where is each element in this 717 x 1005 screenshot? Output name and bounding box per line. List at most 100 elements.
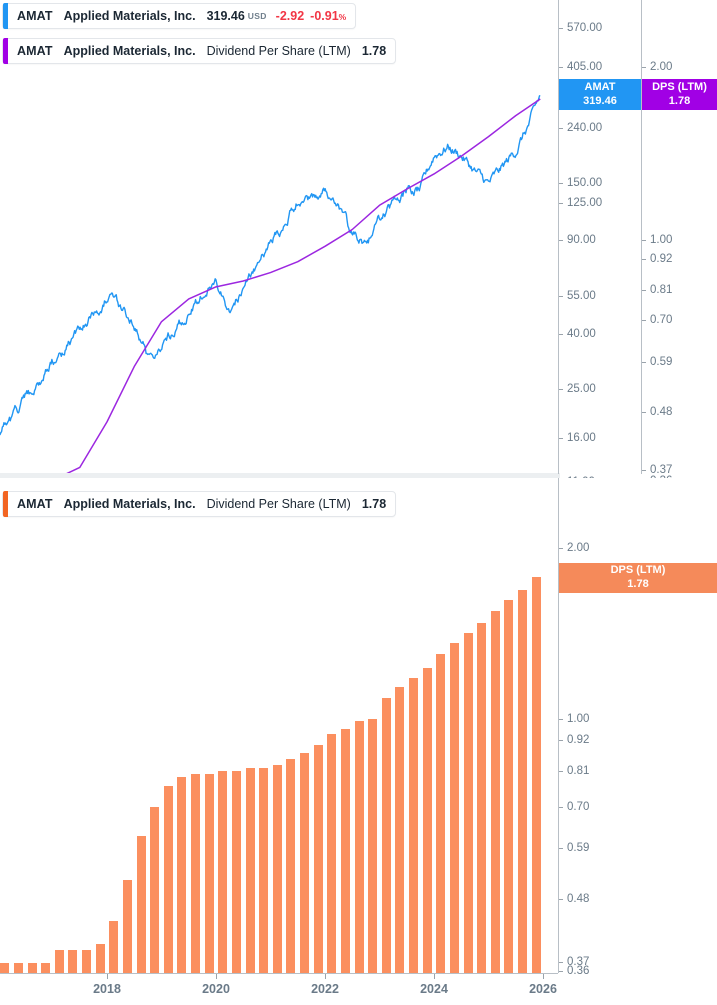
- axis-tick-label: 2.00: [567, 542, 590, 554]
- legend-dps-lower-company: Applied Materials, Inc.: [63, 497, 196, 511]
- dps-axis-line-upper: [641, 0, 642, 474]
- x-axis-tick-mark: [325, 974, 326, 979]
- legend-dps-upper-company: Applied Materials, Inc.: [63, 44, 196, 58]
- dps-bar-chart-pane: [0, 478, 717, 1005]
- dps-bar[interactable]: [436, 654, 446, 973]
- axis-tick-mark: [559, 296, 563, 297]
- dps-bar[interactable]: [340, 728, 350, 973]
- price-axis-line: [558, 0, 559, 474]
- axis-tick-mark: [559, 962, 563, 963]
- x-axis-tick-mark: [216, 974, 217, 979]
- dps-bar[interactable]: [163, 786, 173, 973]
- dps-bar[interactable]: [409, 678, 419, 973]
- axis-tick-mark: [559, 771, 563, 772]
- axis-tick-mark: [642, 240, 646, 241]
- dps-bar[interactable]: [191, 773, 201, 973]
- dps-bar[interactable]: [381, 697, 391, 973]
- legend-dps-upper[interactable]: AMAT Applied Materials, Inc. Dividend Pe…: [2, 38, 397, 64]
- axis-tick-label: 25.00: [567, 383, 596, 395]
- legend-dps-lower[interactable]: AMAT Applied Materials, Inc. Dividend Pe…: [2, 491, 397, 517]
- dps-bar[interactable]: [354, 721, 364, 973]
- dps-bar[interactable]: [518, 589, 528, 973]
- dps-bar[interactable]: [13, 963, 23, 973]
- legend-price-currency: USD: [247, 11, 267, 21]
- dps-lower-value-badge[interactable]: DPS (LTM) 1.78: [559, 563, 717, 593]
- dps-bar[interactable]: [41, 963, 51, 973]
- axis-tick-mark: [642, 320, 646, 321]
- axis-tick-label: 0.92: [567, 734, 590, 746]
- axis-tick-label: 0.36: [567, 965, 590, 977]
- dps-bar[interactable]: [300, 753, 310, 973]
- dps-bar[interactable]: [490, 611, 500, 973]
- axis-tick-label: 1.00: [650, 234, 673, 246]
- dps-bar[interactable]: [327, 734, 337, 973]
- dps-bar[interactable]: [150, 806, 160, 973]
- axis-tick-mark: [559, 548, 563, 549]
- legend-price-ticker: AMAT: [17, 9, 53, 23]
- dps-bar[interactable]: [245, 767, 255, 973]
- price-line-series: [0, 95, 541, 436]
- pane-separator: [0, 473, 560, 478]
- dps-bar[interactable]: [82, 950, 92, 973]
- dps-bar[interactable]: [136, 836, 146, 973]
- dps-bar[interactable]: [259, 767, 269, 973]
- dps-bar[interactable]: [27, 963, 37, 973]
- dps-bar[interactable]: [477, 622, 487, 973]
- legend-dps-lower-color-swatch: [3, 491, 8, 517]
- dps-bar[interactable]: [422, 668, 432, 973]
- dps-bar[interactable]: [0, 963, 10, 973]
- legend-dps-lower-value: 1.78: [361, 497, 387, 511]
- price-badge-value: 319.46: [583, 94, 617, 107]
- dps-bar[interactable]: [231, 770, 241, 973]
- dps-upper-value-badge[interactable]: DPS (LTM) 1.78: [642, 79, 717, 110]
- dps-bar[interactable]: [272, 764, 282, 973]
- axis-tick-mark: [559, 971, 563, 972]
- dps-bar[interactable]: [313, 744, 323, 973]
- price-value-badge[interactable]: AMAT 319.46: [559, 79, 641, 110]
- axis-tick-label: 16.00: [567, 432, 596, 444]
- axis-tick-mark: [559, 203, 563, 204]
- legend-price-value: 319.46: [206, 9, 245, 23]
- legend-price-change: -2.92: [275, 9, 305, 23]
- dps-bar[interactable]: [395, 686, 405, 973]
- axis-tick-mark: [559, 807, 563, 808]
- dps-lower-badge-value: 1.78: [627, 578, 649, 590]
- legend-dps-upper-metric: Dividend Per Share (LTM): [206, 44, 351, 58]
- dps-bar[interactable]: [54, 950, 64, 973]
- dps-bar[interactable]: [504, 600, 514, 973]
- dps-bar[interactable]: [463, 632, 473, 973]
- x-axis-tick-label: 2026: [529, 982, 557, 996]
- legend-price-color-swatch: [3, 3, 8, 29]
- dps-bar[interactable]: [109, 920, 119, 973]
- dps-bar[interactable]: [122, 879, 132, 973]
- axis-tick-mark: [642, 290, 646, 291]
- axis-tick-label: 0.81: [567, 765, 590, 777]
- axis-tick-mark: [559, 67, 563, 68]
- axis-tick-mark: [559, 28, 563, 29]
- axis-tick-mark: [559, 334, 563, 335]
- dps-lower-axis-line: [558, 478, 559, 973]
- dps-bar[interactable]: [449, 643, 459, 973]
- dps-bar[interactable]: [204, 773, 214, 973]
- axis-tick-mark: [559, 183, 563, 184]
- dps-bar[interactable]: [531, 577, 541, 973]
- dps-line-series: [64, 98, 541, 474]
- legend-price[interactable]: AMAT Applied Materials, Inc. 319.46 USD …: [2, 3, 357, 29]
- legend-price-company: Applied Materials, Inc.: [63, 9, 196, 23]
- axis-tick-mark: [559, 848, 563, 849]
- legend-dps-lower-ticker: AMAT: [17, 497, 53, 511]
- dps-bar[interactable]: [177, 776, 187, 973]
- axis-tick-label: 40.00: [567, 328, 596, 340]
- axis-tick-mark: [559, 438, 563, 439]
- dps-bar[interactable]: [218, 770, 228, 973]
- axis-tick-label: 0.48: [567, 893, 590, 905]
- x-axis-tick-mark: [107, 974, 108, 979]
- dps-bar[interactable]: [68, 950, 78, 973]
- dps-bar[interactable]: [95, 944, 105, 973]
- axis-tick-mark: [559, 740, 563, 741]
- dps-upper-badge-label: DPS (LTM): [652, 80, 707, 93]
- axis-tick-label: 2.00: [650, 61, 673, 73]
- dps-bar[interactable]: [286, 758, 296, 973]
- dps-bar[interactable]: [368, 718, 378, 973]
